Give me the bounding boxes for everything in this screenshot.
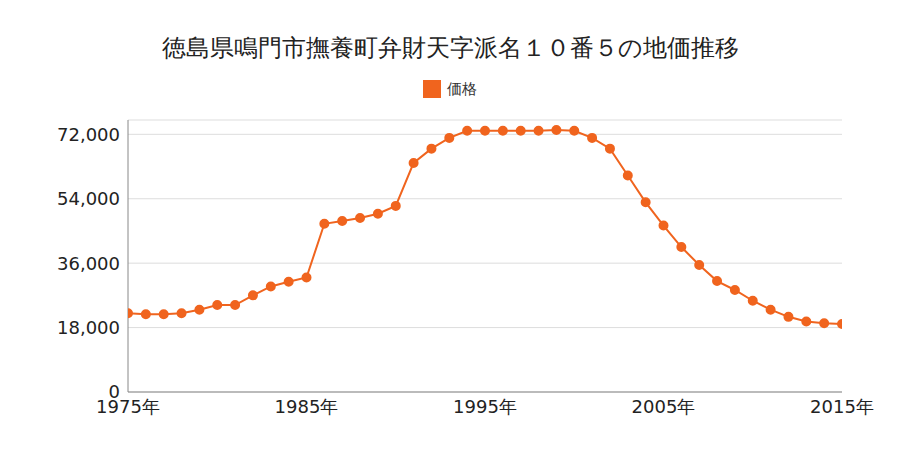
svg-text:1975年: 1975年: [96, 396, 160, 417]
svg-text:1995年: 1995年: [453, 396, 517, 417]
html-text:徳島県鳴門市撫養町弁財天字派名１０番５の地価推移: 徳島県鳴門市撫養町弁財天字派名１０番５の地価推移: [161, 34, 739, 62]
svg-text:0: 0: [109, 381, 120, 402]
html-text:価格: 価格: [447, 79, 477, 98]
svg-text:2015年: 2015年: [810, 396, 874, 417]
svg-text:54,000: 54,000: [57, 188, 120, 209]
svg-text:1985年: 1985年: [275, 396, 339, 417]
svg-text:36,000: 36,000: [57, 253, 120, 274]
svg-text:18,000: 18,000: [57, 317, 120, 338]
svg-text:2005年: 2005年: [632, 396, 696, 417]
svg-text:72,000: 72,000: [57, 124, 120, 145]
